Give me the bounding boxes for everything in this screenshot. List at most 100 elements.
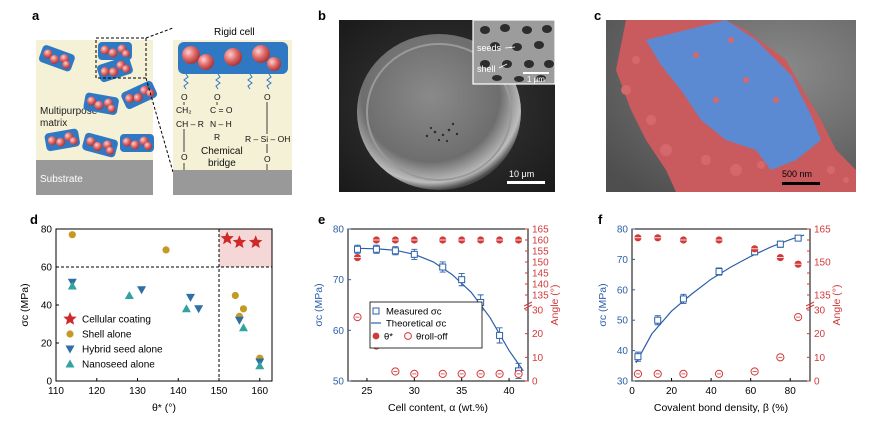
right-y-axis-label: Angle (°) [831, 285, 843, 326]
chem-o-5: O [264, 154, 271, 164]
panel-a-schematic: Substrate Multipurpose matrix Rigid cell… [36, 27, 292, 195]
measured-point [794, 234, 802, 242]
right-y-tick-label: 30 [814, 306, 826, 317]
left-y-tick-label: 30 [617, 377, 629, 388]
inset-label-shell: shell [477, 64, 496, 74]
scale-bar-c [782, 182, 820, 185]
data-point-triangle-up [124, 291, 134, 299]
measured-point [654, 316, 662, 324]
x-axis-label: θ* (°) [152, 402, 176, 414]
right-y-tick-label: 165 [532, 225, 549, 236]
chart-d: 110 120 130 140 150 160 0 20 40 60 80 θ* (°) σc (MPa… [20, 225, 273, 414]
y-tick-label: 40 [41, 301, 53, 312]
left-y-tick-label: 80 [333, 225, 345, 236]
panel-d-label: d [30, 212, 38, 227]
legend-marker [66, 330, 74, 338]
axis-break [805, 301, 815, 310]
chem-si: R – Si – OH [245, 134, 290, 144]
right-y-tick-label: 150 [814, 258, 831, 269]
panel-b-label: b [318, 8, 326, 23]
data-point-circle [68, 231, 76, 239]
bridge-label-1: Chemical [201, 146, 243, 157]
chem-ch: CH – R [176, 119, 204, 129]
y-axis-label: σc (MPa) [20, 283, 31, 326]
panel-e-label: e [318, 212, 326, 227]
blue-region [646, 20, 821, 170]
right-y-tick-label: 0 [814, 377, 820, 388]
measured-point [776, 240, 784, 248]
right-y-axis-label: Angle (°) [549, 285, 561, 326]
right-y-tick-label: 145 [532, 269, 549, 280]
zoom-box [95, 37, 147, 79]
data-point-triangle-up [255, 361, 265, 370]
x-tick-label: 60 [745, 386, 757, 397]
measured-point [410, 250, 418, 258]
chem-o-4: O [264, 92, 271, 102]
x-tick-label: 30 [409, 386, 421, 397]
matrix-label-2: matrix [40, 118, 67, 129]
legend-label: Theoretical σc [386, 319, 446, 330]
legend-marker [65, 359, 75, 368]
x-tick-label: 140 [170, 386, 187, 397]
axis-break [523, 301, 533, 310]
chem-nh: N – H [210, 119, 232, 129]
y-tick-label: 0 [46, 377, 52, 388]
left-y-tick-label: 60 [617, 285, 629, 296]
right-y-tick-label: 20 [532, 329, 544, 340]
chem-o-2: O [181, 152, 188, 162]
inset-label-seeds: seeds [477, 43, 502, 53]
x-tick-label: 20 [666, 386, 678, 397]
right-y-tick-label: 10 [532, 353, 544, 364]
substrate-left [36, 160, 153, 195]
theoretical-curve [635, 234, 805, 364]
plot-frame [347, 228, 529, 382]
scale-label: 10 μm [509, 169, 534, 179]
right-y-tick-label: 0 [532, 377, 538, 388]
x-axis-label: Covalent bond density, β (%) [654, 402, 788, 414]
left-y-tick-label: 50 [617, 316, 629, 327]
legend-marker-theta-star [372, 332, 380, 340]
x-tick-label: 40 [706, 386, 718, 397]
legend-label: Hybrid seed alone [82, 345, 163, 356]
left-y-tick-label: 80 [617, 225, 629, 236]
measured-point [439, 263, 447, 271]
panel-a-label: a [32, 8, 40, 23]
left-y-tick-label: 70 [617, 255, 629, 266]
legend-marker [65, 345, 75, 354]
panel-b-micrograph: seeds shell 1 μm 10 μm [339, 20, 555, 192]
matrix-label-1: Multipurpose [40, 106, 98, 117]
legend-label: θ* [384, 332, 393, 343]
x-tick-label: 120 [88, 386, 105, 397]
data-point-triangle-up [181, 304, 191, 313]
panel-c-label: c [594, 8, 602, 23]
right-y-tick-label: 165 [814, 225, 831, 236]
rigid-cell-label: Rigid cell [214, 27, 255, 38]
measured-point [372, 245, 380, 253]
panel-c-micrograph: 500 nm [606, 20, 856, 192]
legend-marker-measured [372, 307, 380, 315]
data-point-triangle-down [194, 305, 204, 314]
legend-label: Nanoseed alone [82, 360, 155, 371]
chem-ch2: CH₂ [176, 105, 192, 115]
substrate-right [173, 170, 292, 195]
right-y-tick-label: 160 [532, 236, 549, 247]
left-y-tick-label: 70 [333, 275, 345, 286]
y-tick-label: 80 [41, 225, 53, 236]
measured-point [496, 331, 504, 339]
left-y-tick-label: 40 [617, 346, 629, 357]
x-tick-label: 40 [503, 386, 515, 397]
left-y-axis-label: σc (MPa) [597, 283, 609, 326]
right-y-tick-label: 20 [814, 329, 826, 340]
legend-box [369, 301, 483, 349]
x-tick-label: 80 [785, 386, 797, 397]
x-tick-label: 160 [251, 386, 268, 397]
measured-point [715, 268, 723, 276]
data-point-circle [231, 291, 239, 300]
measured-point [458, 276, 466, 284]
panel-f-label: f [598, 212, 603, 227]
legend-label: Shell alone [82, 330, 132, 341]
x-tick-label: 130 [129, 386, 146, 397]
x-axis-label: Cell content, α (wt.%) [388, 402, 488, 414]
chem-o-3: O [214, 92, 221, 102]
data-point-triangle-down [137, 286, 147, 295]
